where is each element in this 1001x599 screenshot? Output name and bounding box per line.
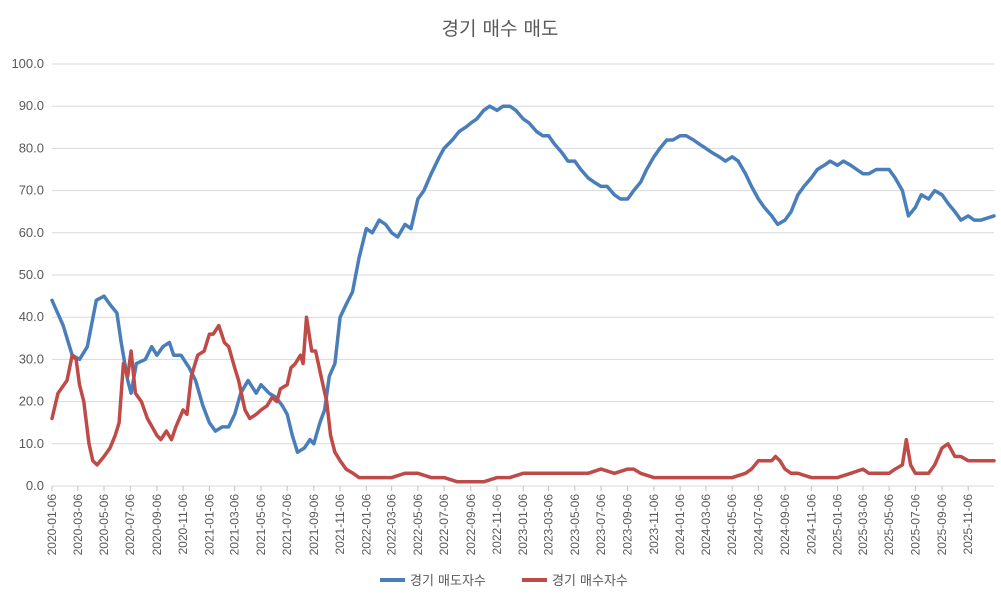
x-tick-label: 2021-01-06 — [202, 494, 216, 556]
x-tick-label: 2022-05-06 — [411, 494, 425, 556]
x-tick-label: 2024-03-06 — [699, 494, 713, 556]
series-lines — [50, 104, 996, 484]
legend-label-sell: 경기 매도자수 — [410, 574, 486, 589]
y-axis-ticks: 0.0 10.0 20.0 30.0 40.0 50.0 60.0 70.0 80.0 90.0 1… — [11, 56, 44, 493]
x-tick-label: 2021-11-06 — [333, 494, 347, 555]
x-tick-label: 2022-07-06 — [437, 494, 451, 556]
y-tick-label: 100.0 — [11, 56, 44, 71]
x-tick-label: 2025-01-06 — [831, 494, 845, 556]
x-tick-label: 2025-03-06 — [856, 494, 870, 556]
y-tick-label: 50.0 — [19, 267, 44, 282]
gridlines — [52, 63, 994, 487]
x-tick-label: 2022-03-06 — [385, 494, 399, 556]
y-tick-label: 0.0 — [26, 478, 44, 493]
x-tick-label: 2022-01-06 — [359, 494, 373, 556]
y-tick-label: 60.0 — [19, 225, 44, 240]
x-tick-label: 2021-09-06 — [307, 494, 321, 556]
x-tick-label: 2025-05-06 — [882, 494, 896, 556]
x-tick-label: 2024-09-06 — [778, 494, 792, 556]
x-tick-label: 2023-09-06 — [621, 494, 635, 556]
x-tick-label: 2020-05-06 — [97, 494, 111, 556]
x-tick-label: 2021-07-06 — [280, 494, 294, 556]
x-tick-label: 2021-05-06 — [254, 494, 268, 556]
x-tick-label: 2025-09-06 — [935, 494, 949, 556]
x-tick-label: 2020-01-06 — [45, 494, 59, 556]
x-tick-label: 2024-07-06 — [751, 494, 765, 556]
x-tick-label: 2023-05-06 — [568, 494, 582, 556]
series-line-sell — [50, 104, 996, 454]
x-tick-label: 2020-07-06 — [123, 494, 137, 556]
x-tick-label: 2023-07-06 — [594, 494, 608, 556]
y-tick-label: 80.0 — [19, 140, 44, 155]
x-tick-label: 2021-03-06 — [228, 494, 242, 556]
x-tick-label: 2024-11-06 — [804, 494, 818, 555]
x-tick-label: 2020-09-06 — [150, 494, 164, 556]
x-axis-ticks: 2020-01-06 2020-03-06 2020-05-06 2020-07-06… — [45, 486, 975, 555]
x-tick-label: 2025-11-06 — [961, 494, 975, 555]
x-tick-label: 2025-07-06 — [908, 494, 922, 556]
y-tick-label: 40.0 — [19, 309, 44, 324]
y-tick-label: 30.0 — [19, 351, 44, 366]
series-line-buy — [50, 315, 996, 484]
y-tick-label: 10.0 — [19, 436, 44, 451]
x-tick-label: 2023-03-06 — [542, 494, 556, 556]
x-tick-label: 2020-03-06 — [71, 494, 85, 556]
y-tick-label: 70.0 — [19, 183, 44, 198]
legend: 경기 매도자수 경기 매수자수 — [380, 574, 628, 589]
x-tick-label: 2023-11-06 — [647, 494, 661, 555]
x-tick-label: 2023-01-06 — [516, 494, 530, 556]
y-tick-label: 90.0 — [19, 98, 44, 113]
x-tick-label: 2022-11-06 — [490, 494, 504, 555]
x-tick-label: 2024-05-06 — [725, 494, 739, 556]
x-tick-label: 2022-09-06 — [464, 494, 478, 556]
x-tick-label: 2020-11-06 — [176, 494, 190, 555]
y-tick-label: 20.0 — [19, 394, 44, 409]
legend-label-buy: 경기 매수자수 — [552, 574, 628, 589]
chart-title: 경기 매수 매도 — [442, 18, 559, 40]
x-tick-label: 2024-01-06 — [673, 494, 687, 556]
